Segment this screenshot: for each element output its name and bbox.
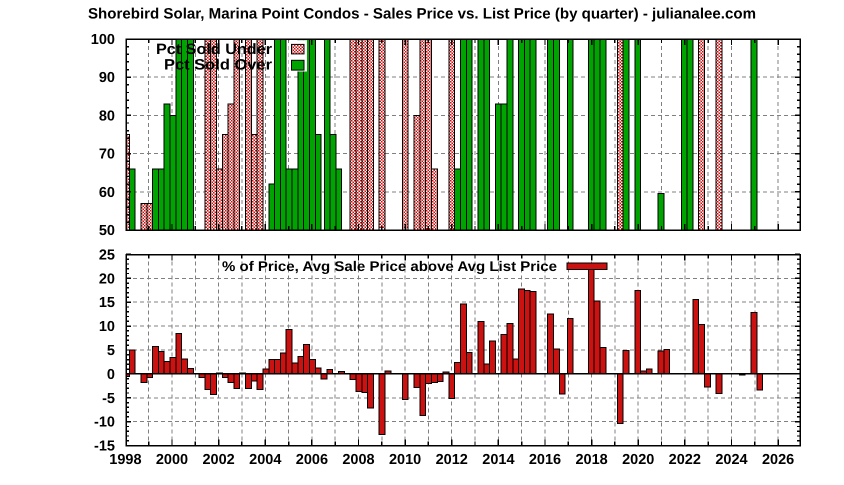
svg-text:2016: 2016 <box>529 452 561 468</box>
svg-text:2006: 2006 <box>296 452 328 468</box>
svg-text:10: 10 <box>99 319 115 335</box>
svg-text:2018: 2018 <box>575 452 607 468</box>
svg-text:90: 90 <box>99 70 115 86</box>
svg-text:1998: 1998 <box>109 452 141 468</box>
svg-text:100: 100 <box>91 32 115 48</box>
svg-text:-5: -5 <box>102 391 115 407</box>
svg-text:0: 0 <box>107 367 115 383</box>
svg-text:80: 80 <box>99 108 115 124</box>
svg-text:25: 25 <box>99 247 115 263</box>
svg-text:5: 5 <box>107 343 115 359</box>
svg-text:-15: -15 <box>94 439 115 455</box>
svg-text:2012: 2012 <box>436 452 468 468</box>
svg-text:2010: 2010 <box>389 452 421 468</box>
svg-text:2002: 2002 <box>202 452 234 468</box>
svg-text:2000: 2000 <box>156 452 188 468</box>
svg-text:2022: 2022 <box>669 452 701 468</box>
svg-text:15: 15 <box>99 295 115 311</box>
svg-text:70: 70 <box>99 147 115 163</box>
svg-text:20: 20 <box>99 271 115 287</box>
svg-text:2020: 2020 <box>622 452 654 468</box>
svg-text:2004: 2004 <box>249 452 281 468</box>
svg-text:-10: -10 <box>94 415 115 431</box>
svg-text:Pct Sold Over: Pct Sold Over <box>164 57 272 74</box>
svg-text:2024: 2024 <box>715 452 747 468</box>
svg-text:Shorebird Solar, Marina Point: Shorebird Solar, Marina Point Condos - S… <box>88 6 756 23</box>
svg-text:2026: 2026 <box>762 452 794 468</box>
svg-text:2008: 2008 <box>342 452 374 468</box>
svg-text:60: 60 <box>99 185 115 201</box>
svg-text:2014: 2014 <box>482 452 514 468</box>
svg-text:% of Price, Avg Sale Price abo: % of Price, Avg Sale Price above Avg Lis… <box>222 258 557 274</box>
svg-text:50: 50 <box>99 223 115 239</box>
svg-text:Pct Sold Under: Pct Sold Under <box>156 41 272 58</box>
